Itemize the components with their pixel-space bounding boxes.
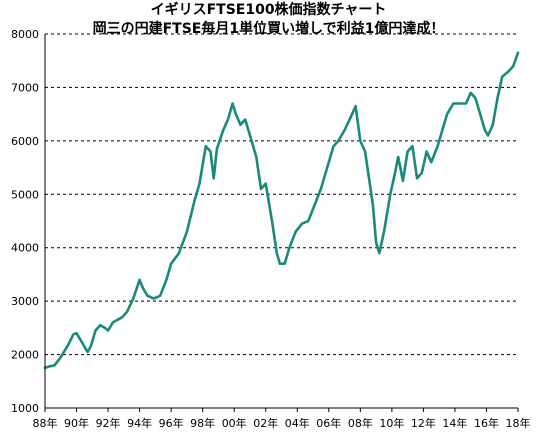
y-tick-label: 6000: [11, 135, 39, 148]
y-tick-label: 7000: [11, 81, 39, 94]
x-tick-label: 98年: [190, 416, 215, 430]
chart-subtitle: 岡三の円建FTSE毎月1単位買い増しで利益1億円達成！: [92, 21, 445, 37]
y-tick-label: 1000: [11, 402, 39, 415]
x-tick-label: 14年: [442, 416, 467, 430]
axes: [44, 34, 518, 409]
x-tick-label: 16年: [474, 416, 499, 430]
series-group: [43, 51, 520, 370]
y-tick-label: 2000: [11, 349, 39, 362]
x-tick-label: 08年: [348, 416, 373, 430]
x-tick-label: 90年: [64, 416, 89, 430]
x-tick-label: 04年: [285, 416, 310, 430]
x-tick-label: 96年: [159, 416, 184, 430]
x-tick-label: 12年: [411, 416, 436, 430]
y-tick-label: 3000: [11, 295, 39, 308]
gridlines: [45, 33, 518, 356]
y-axis-ticks: 1000 2000 3000 4000 5000 6000 7000 8000: [11, 28, 39, 415]
y-tick-label: 8000: [11, 28, 39, 41]
y-tick-label: 4000: [11, 242, 39, 255]
x-tick-label: 94年: [127, 416, 152, 430]
x-tick-label: 88年: [33, 416, 58, 430]
series-line-0: [43, 51, 520, 370]
x-tick-label: 00年: [222, 416, 247, 430]
x-tick-label: 92年: [96, 416, 121, 430]
x-tick-label: 06年: [316, 416, 341, 430]
x-axis-ticks: 88年 90年 92年 94年 96年 98年 00年 02年 04年 06年 08年 10年 12年 1…: [33, 408, 531, 430]
x-tick-label: 10年: [379, 416, 404, 430]
x-tick-label: 18年: [506, 416, 531, 430]
y-tick-label: 5000: [11, 188, 39, 201]
x-tick-label: 02年: [253, 416, 278, 430]
chart-title: イギリスFTSE100株価指数チャート: [150, 2, 387, 18]
